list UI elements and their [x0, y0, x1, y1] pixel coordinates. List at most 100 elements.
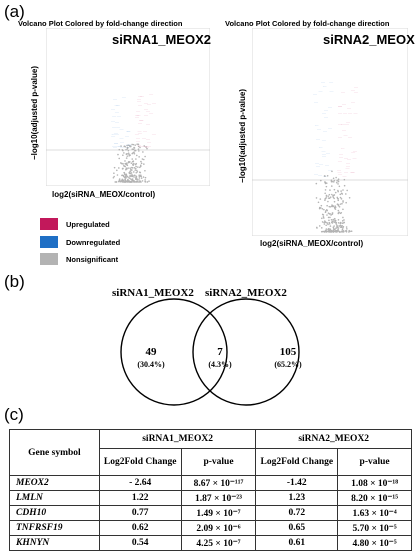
volcano-point	[327, 200, 329, 203]
volcano-point: ····	[324, 108, 328, 112]
volcano-point	[137, 148, 140, 150]
volcano-point	[142, 158, 145, 161]
volcano-point	[122, 149, 124, 152]
volcano-point: ····	[114, 141, 118, 145]
volcano-point	[341, 222, 344, 224]
volcano-point	[126, 148, 129, 150]
volcano-point: ····	[344, 170, 348, 174]
volcano-point	[135, 169, 138, 172]
volcano-point	[116, 174, 119, 176]
volcano-point: ····	[328, 127, 332, 131]
volcano-point	[321, 213, 324, 216]
volcano-point: ····	[114, 131, 118, 135]
volcano-point: ····	[115, 132, 119, 136]
volcano-point	[133, 146, 135, 149]
legend-label-ns: Nonsignificant	[66, 254, 119, 264]
p1-cell: 8.67 × 10⁻¹¹⁷	[180, 475, 257, 491]
volcano-point	[143, 145, 146, 147]
volcano-point	[140, 162, 143, 165]
volcano-point: ····	[314, 101, 318, 105]
volcano-point	[125, 174, 128, 176]
volcano-point	[123, 145, 126, 148]
volcano-point	[341, 231, 343, 233]
volcano-point	[337, 199, 340, 202]
volcano-point	[338, 205, 341, 208]
volcano-point	[339, 224, 342, 227]
volcano-point: ····	[351, 88, 355, 92]
volcano-point	[338, 211, 340, 214]
volcano-point	[332, 205, 335, 208]
volcano-point: ····	[116, 125, 120, 129]
table-row: TNFRSF19 0.62 2.09 × 10⁻⁶ 0.65 5.70 × 10…	[9, 520, 412, 536]
volcano-point: ····	[343, 175, 347, 179]
volcano-point	[122, 154, 124, 157]
volcano-point: ····	[138, 131, 142, 135]
volcano-point: ····	[344, 156, 348, 160]
volcano-point: ····	[120, 127, 124, 131]
volcano-point: ····	[338, 111, 342, 115]
volcano-point	[125, 148, 127, 151]
volcano-point	[137, 143, 140, 146]
volcano1-xlabel: log2(siRNA_MEOX/control)	[52, 190, 156, 199]
volcano-point	[321, 207, 324, 210]
volcano-point	[345, 230, 348, 233]
volcano-point	[335, 227, 337, 230]
volcano-point	[139, 146, 141, 149]
group1-p-header: p-value	[180, 448, 257, 476]
volcano-point	[134, 167, 137, 170]
volcano-point	[125, 167, 128, 169]
volcano-point	[129, 172, 132, 175]
volcano-point	[348, 231, 350, 233]
volcano-point	[346, 228, 348, 230]
volcano-point	[341, 228, 344, 231]
volcano-point: ····	[338, 160, 342, 164]
volcano-point: ····	[353, 111, 357, 115]
volcano-point	[131, 160, 134, 163]
volcano-point: ····	[338, 104, 342, 108]
volcano-point: ····	[354, 85, 358, 89]
volcano-point	[333, 197, 335, 200]
volcano-point	[324, 210, 327, 212]
volcano-point	[323, 223, 326, 225]
volcano-point	[133, 151, 135, 153]
volcano-point: ····	[329, 90, 333, 94]
volcano-point: ····	[348, 136, 352, 140]
volcano-point: ····	[338, 173, 342, 177]
venn-overlap-count: 7	[217, 346, 223, 358]
volcano-point	[123, 165, 126, 168]
volcano-point	[343, 184, 346, 187]
volcano-point	[127, 144, 130, 147]
volcano-point: ····	[136, 113, 140, 117]
volcano-point	[321, 221, 324, 223]
volcano-point: ····	[144, 113, 148, 117]
volcano-point	[128, 154, 130, 157]
volcano-point	[340, 190, 342, 192]
volcano-point	[135, 180, 138, 183]
volcano-point	[130, 145, 132, 148]
volcano-point	[133, 163, 135, 165]
gene-cell: CDH10	[9, 505, 100, 521]
volcano-point: ····	[345, 122, 349, 126]
volcano-point	[330, 229, 333, 232]
volcano-point: ····	[323, 175, 327, 179]
volcano-point	[127, 149, 130, 152]
volcano-point	[125, 168, 127, 171]
volcano-point	[332, 196, 335, 199]
gene-symbol-header: Gene symbol	[9, 429, 100, 476]
volcano-point: ····	[143, 129, 147, 133]
volcano-point	[336, 230, 338, 233]
volcano-point	[327, 227, 330, 230]
volcano2-frame	[252, 28, 408, 236]
volcano-point: ····	[328, 169, 332, 173]
volcano-point	[336, 229, 339, 232]
volcano-point: ····	[136, 136, 140, 140]
volcano-point	[337, 222, 340, 224]
p1-cell: 1.87 × 10⁻²³	[180, 490, 257, 506]
volcano-point	[332, 229, 335, 231]
volcano-point	[340, 211, 343, 214]
volcano-point: ····	[341, 90, 345, 94]
volcano-point	[332, 177, 335, 180]
volcano-point	[123, 171, 126, 174]
volcano-point	[339, 196, 342, 199]
volcano-point	[343, 219, 345, 221]
